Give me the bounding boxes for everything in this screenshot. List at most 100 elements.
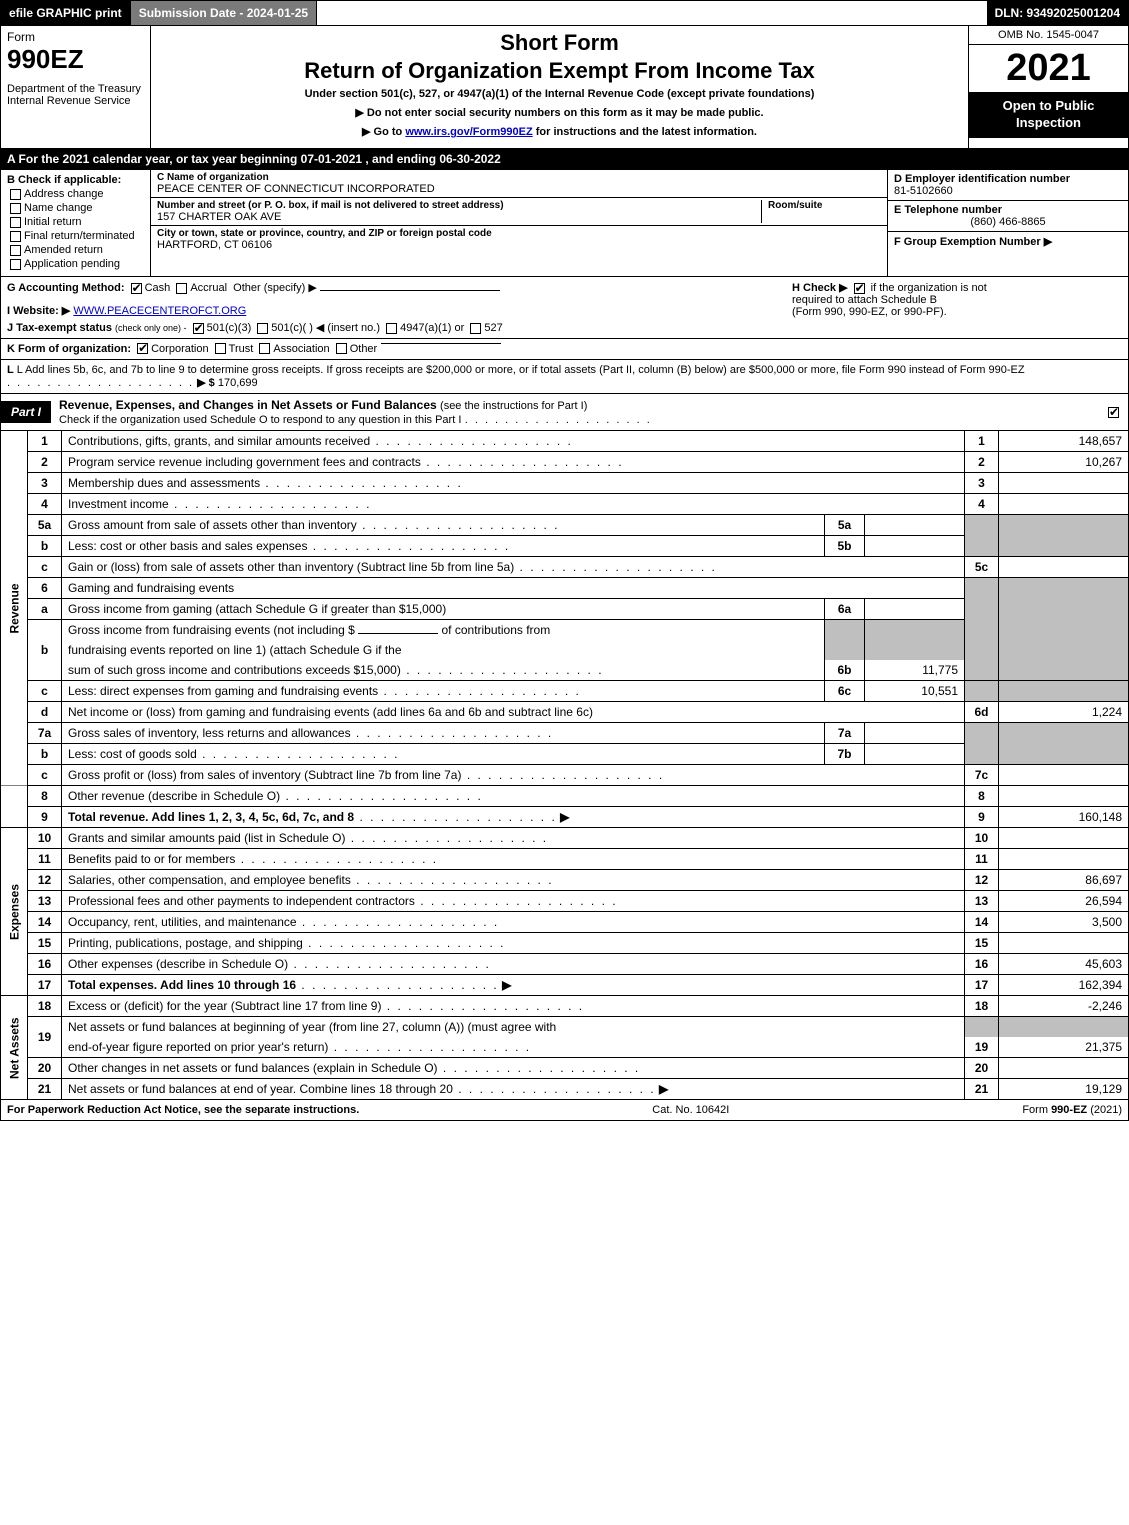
chk-4947[interactable] [386, 323, 397, 334]
line-6: 6 Gaming and fundraising events [1, 578, 1129, 599]
org-city: HARTFORD, CT 06106 [157, 239, 881, 251]
line-20: 20 Other changes in net assets or fund b… [1, 1058, 1129, 1079]
line-6d: d Net income or (loss) from gaming and f… [1, 702, 1129, 723]
line-2: 2 Program service revenue including gove… [1, 452, 1129, 473]
chk-501c[interactable] [257, 323, 268, 334]
chk-cash[interactable] [131, 283, 142, 294]
chk-schedule-o[interactable] [1108, 407, 1119, 418]
line-7c: c Gross profit or (loss) from sales of i… [1, 765, 1129, 786]
chk-association[interactable] [259, 343, 270, 354]
line-7a: 7a Gross sales of inventory, less return… [1, 723, 1129, 744]
dln: DLN: 93492025001204 [987, 1, 1128, 25]
header-left: Form 990EZ Department of the Treasury In… [1, 26, 151, 148]
ein-value: 81-5102660 [894, 185, 1122, 197]
line-15: 15 Printing, publications, postage, and … [1, 933, 1129, 954]
amt-1: 148,657 [999, 431, 1129, 452]
side-expenses: Expenses [1, 828, 28, 996]
irs-label: Internal Revenue Service [7, 95, 144, 107]
amt-12: 86,697 [999, 870, 1129, 891]
section-i: I Website: ▶ WWW.PEACECENTEROFCT.ORG [7, 304, 782, 317]
amt-13: 26,594 [999, 891, 1129, 912]
section-a: A For the 2021 calendar year, or tax yea… [0, 149, 1129, 170]
part1-table: Revenue 1 Contributions, gifts, grants, … [0, 431, 1129, 1100]
side-revenue: Revenue [1, 431, 28, 786]
line-3: 3 Membership dues and assessments 3 [1, 473, 1129, 494]
page-footer: For Paperwork Reduction Act Notice, see … [0, 1100, 1129, 1121]
e-label: E Telephone number [894, 204, 1122, 216]
section-b: B Check if applicable: Address change Na… [1, 170, 151, 276]
short-form-title: Short Form [157, 30, 962, 56]
form-label: Form [7, 30, 144, 44]
amt-18: -2,246 [999, 996, 1129, 1017]
inspection-badge: Open to Public Inspection [969, 92, 1128, 138]
chk-amended-return[interactable]: Amended return [7, 244, 144, 256]
chk-final-return[interactable]: Final return/terminated [7, 230, 144, 242]
line-6b-top: b Gross income from fundraising events (… [1, 620, 1129, 641]
c-city-label: City or town, state or province, country… [157, 228, 881, 239]
line-16: 16 Other expenses (describe in Schedule … [1, 954, 1129, 975]
section-def: D Employer identification number 81-5102… [888, 170, 1128, 276]
org-street: 157 CHARTER OAK AVE [157, 211, 761, 223]
chk-name-change[interactable]: Name change [7, 202, 144, 214]
website-link[interactable]: WWW.PEACECENTEROFCT.ORG [73, 305, 246, 317]
phone-value: (860) 466-8865 [894, 216, 1122, 228]
c-name-label: C Name of organization [157, 172, 881, 183]
chk-527[interactable] [470, 323, 481, 334]
line-21: 21 Net assets or fund balances at end of… [1, 1079, 1129, 1100]
amt-21: 19,129 [999, 1079, 1129, 1100]
efile-label: efile GRAPHIC print [1, 1, 131, 25]
irs-link[interactable]: www.irs.gov/Form990EZ [405, 126, 532, 138]
cat-number: Cat. No. 10642I [652, 1104, 729, 1116]
omb-number: OMB No. 1545-0047 [969, 26, 1128, 45]
amt-9: 160,148 [999, 807, 1129, 828]
block-bcdef: B Check if applicable: Address change Na… [0, 170, 1129, 277]
org-name: PEACE CENTER OF CONNECTICUT INCORPORATED [157, 183, 881, 195]
chk-accrual[interactable] [176, 283, 187, 294]
line-7b: b Less: cost of goods sold 7b [1, 744, 1129, 765]
line-5c: c Gain or (loss) from sale of assets oth… [1, 557, 1129, 578]
chk-other-org[interactable] [336, 343, 347, 354]
subtitle: Under section 501(c), 527, or 4947(a)(1)… [157, 88, 962, 100]
amt-6d: 1,224 [999, 702, 1129, 723]
chk-trust[interactable] [215, 343, 226, 354]
f-label: F Group Exemption Number ▶ [894, 236, 1052, 248]
amt-6c: 10,551 [865, 681, 965, 702]
side-netassets: Net Assets [1, 996, 28, 1100]
chk-initial-return[interactable]: Initial return [7, 216, 144, 228]
amt-19: 21,375 [999, 1037, 1129, 1058]
line-1: Revenue 1 Contributions, gifts, grants, … [1, 431, 1129, 452]
row-gh: G Accounting Method: Cash Accrual Other … [0, 277, 1129, 339]
line-5b: b Less: cost or other basis and sales ex… [1, 536, 1129, 557]
submission-date: Submission Date - 2024-01-25 [131, 1, 317, 25]
goto-note: ▶ Go to www.irs.gov/Form990EZ for instru… [157, 125, 962, 138]
chk-schedule-b[interactable] [854, 283, 865, 294]
part1-header: Part I Revenue, Expenses, and Changes in… [0, 394, 1129, 431]
gross-receipts: 170,699 [218, 377, 258, 389]
ssn-note: ▶ Do not enter social security numbers o… [157, 106, 962, 119]
line-9: 9 Total revenue. Add lines 1, 2, 3, 4, 5… [1, 807, 1129, 828]
line-10: Expenses 10 Grants and similar amounts p… [1, 828, 1129, 849]
chk-501c3[interactable] [193, 323, 204, 334]
chk-address-change[interactable]: Address change [7, 188, 144, 200]
line-19-top: 19 Net assets or fund balances at beginn… [1, 1017, 1129, 1038]
tax-year: 2021 [969, 45, 1128, 92]
section-j: J Tax-exempt status (check only one) - 5… [7, 321, 782, 334]
chk-corporation[interactable] [137, 343, 148, 354]
d-label: D Employer identification number [894, 173, 1122, 185]
header-center: Short Form Return of Organization Exempt… [151, 26, 968, 148]
section-h: H Check ▶ if the organization is not req… [782, 281, 1122, 318]
dept-label: Department of the Treasury [7, 83, 144, 95]
chk-application-pending[interactable]: Application pending [7, 258, 144, 270]
line-14: 14 Occupancy, rent, utilities, and maint… [1, 912, 1129, 933]
amt-14: 3,500 [999, 912, 1129, 933]
header-right: OMB No. 1545-0047 2021 Open to Public In… [968, 26, 1128, 148]
line-6b-bot: sum of such gross income and contributio… [1, 660, 1129, 681]
amt-6b: 11,775 [865, 660, 965, 681]
part1-badge: Part I [1, 401, 51, 423]
line-17: 17 Total expenses. Add lines 10 through … [1, 975, 1129, 996]
section-g: G Accounting Method: Cash Accrual Other … [7, 281, 782, 294]
line-18: Net Assets 18 Excess or (deficit) for th… [1, 996, 1129, 1017]
amt-17: 162,394 [999, 975, 1129, 996]
line-12: 12 Salaries, other compensation, and emp… [1, 870, 1129, 891]
part1-title: Revenue, Expenses, and Changes in Net As… [51, 394, 1105, 430]
